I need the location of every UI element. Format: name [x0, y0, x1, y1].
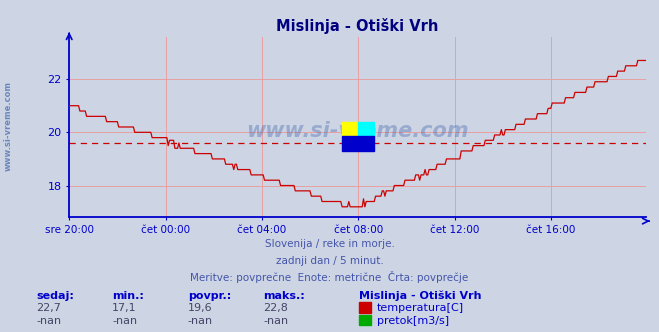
Text: 22,8: 22,8: [264, 303, 289, 313]
Text: -nan: -nan: [36, 316, 61, 326]
Text: pretok[m3/s]: pretok[m3/s]: [377, 316, 449, 326]
Text: maks.:: maks.:: [264, 291, 305, 301]
Text: -nan: -nan: [264, 316, 289, 326]
Text: 22,7: 22,7: [36, 303, 61, 313]
Text: 17,1: 17,1: [112, 303, 136, 313]
Text: temperatura[C]: temperatura[C]: [377, 303, 464, 313]
Text: -nan: -nan: [188, 316, 213, 326]
Text: www.si-vreme.com: www.si-vreme.com: [3, 81, 13, 171]
Title: Mislinja - Otiški Vrh: Mislinja - Otiški Vrh: [276, 18, 439, 34]
Text: min.:: min.:: [112, 291, 144, 301]
Text: Slovenija / reke in morje.: Slovenija / reke in morje.: [264, 239, 395, 249]
Text: www.si-vreme.com: www.si-vreme.com: [246, 121, 469, 141]
Text: 19,6: 19,6: [188, 303, 212, 313]
Text: sedaj:: sedaj:: [36, 291, 74, 301]
Text: zadnji dan / 5 minut.: zadnji dan / 5 minut.: [275, 256, 384, 266]
Text: -nan: -nan: [112, 316, 137, 326]
Text: Mislinja - Otiški Vrh: Mislinja - Otiški Vrh: [359, 290, 482, 301]
Text: povpr.:: povpr.:: [188, 291, 231, 301]
Text: Meritve: povprečne  Enote: metrične  Črta: povprečje: Meritve: povprečne Enote: metrične Črta:…: [190, 271, 469, 283]
